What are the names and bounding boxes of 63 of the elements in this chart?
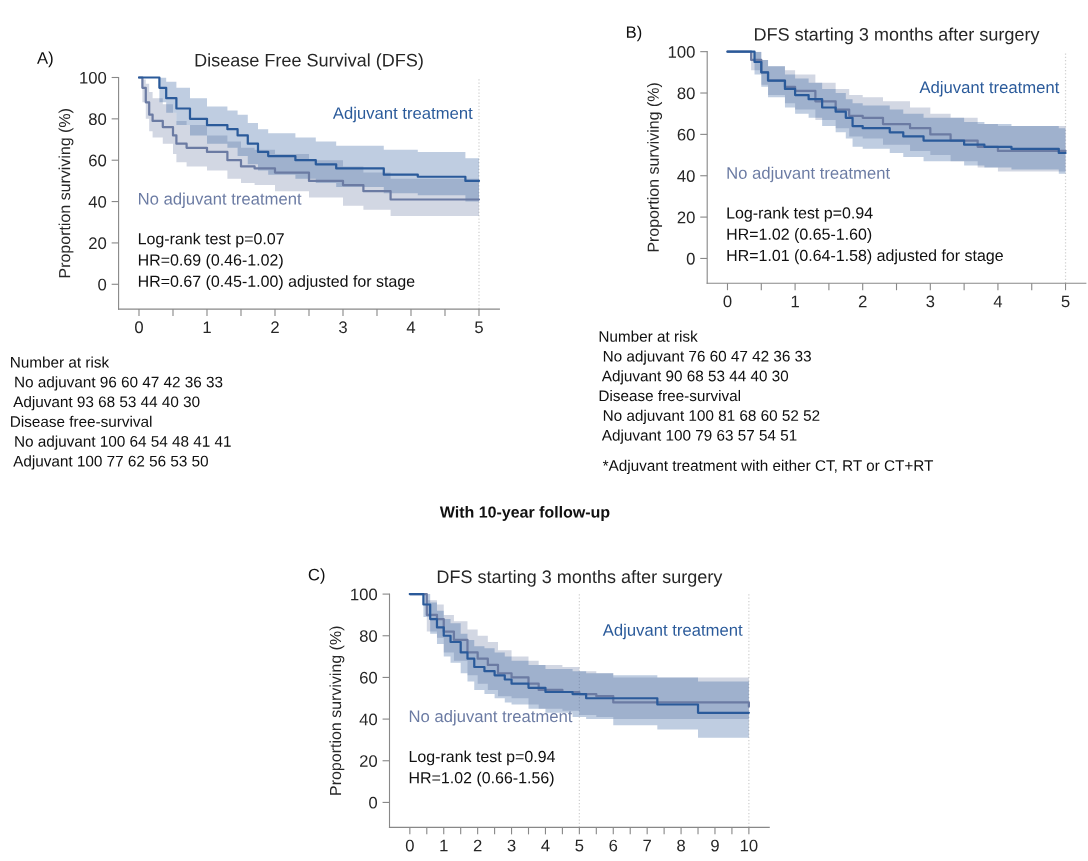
y-axis-title: Proportion surviving (%) [329, 626, 345, 795]
x-tick-label: 10 [740, 839, 758, 852]
y-tick-label: 60 [89, 154, 107, 167]
y-axis-title: Proportion surviving (%) [647, 83, 663, 252]
x-tick-label: 6 [609, 839, 618, 852]
text: A) [37, 51, 53, 68]
x-tick-label: 5 [1061, 295, 1070, 308]
text: Number at risk No adjuvant 76 60 47 42 36 33 Adjuvant 90 68 53 44 40 30 Disease free-survival No adjuvant 100 81 68 60 52 52 Adjuvant 100 79 63 57 54 51 [599, 330, 820, 444]
x-tick-label: 8 [677, 839, 685, 852]
x-tick-label: 9 [711, 839, 719, 852]
x-tick-label: 7 [643, 839, 651, 852]
x-tick-label: 5 [475, 321, 483, 334]
y-tick-label: 60 [677, 128, 695, 141]
x-tick-label: 4 [993, 295, 1003, 308]
y-tick-label: 80 [677, 87, 695, 100]
y-tick-label: 100 [668, 46, 695, 58]
series-label: No adjuvant treatment [139, 192, 302, 209]
y-tick-label: 100 [80, 71, 107, 84]
y-tick-label: 40 [359, 713, 378, 726]
x-tick-label: 4 [541, 839, 550, 852]
x-tick-label: 3 [926, 295, 935, 308]
x-tick-label: 2 [473, 839, 482, 852]
annotation: Log-rank test p=0.07 HR=0.69 (0.46-1.02) HR=0.67 (0.45-1.00) adjusted for stage [138, 232, 415, 291]
y-tick-label: 80 [88, 113, 107, 126]
text: B) [626, 25, 642, 42]
x-tick-label: 0 [405, 839, 414, 852]
text: Adjuvant treatment [332, 106, 473, 123]
annotation: Log-rank test p=0.94 HR=1.02 (0.65-1.60) HR=1.01 (0.64-1.58) adjusted for stage [727, 206, 1003, 265]
series-label: No adjuvant treatment [409, 709, 573, 726]
y-tick-label: 0 [98, 278, 107, 291]
y-tick-label: 40 [677, 170, 695, 182]
x-tick-label: 4 [406, 321, 416, 333]
y-tick-label: 100 [351, 588, 378, 601]
text: *Adjuvant treatment with either CT, RT or CT+RT [602, 459, 934, 475]
y-tick-label: 60 [360, 671, 378, 684]
y-tick-label: 40 [88, 195, 107, 208]
text: Adjuvant treatment [919, 80, 1060, 97]
x-tick-label: 1 [440, 839, 448, 852]
text: Number at risk No adjuvant 96 60 47 42 36 33 Adjuvant 93 68 53 44 40 30 Disease free-survival No adjuvant 100 64 54 48 41 41 Adjuvant 100 77 62 56 53 50 [11, 356, 231, 470]
y-tick-label: 0 [369, 796, 378, 809]
y-tick-label: 20 [89, 237, 107, 250]
chart-title: Disease Free Survival (DFS) [195, 53, 423, 71]
x-tick-label: 3 [507, 839, 516, 852]
text: No adjuvant treatment [727, 166, 890, 183]
y-tick-label: 0 [686, 252, 695, 265]
y-tick-label: 20 [677, 211, 695, 224]
x-tick-label: 2 [271, 321, 279, 333]
annotation: Log-rank test p=0.94 HR=1.02 (0.66-1.56) [409, 750, 555, 787]
chart-title: DFS starting 3 months after surgery [437, 569, 723, 587]
x-tick-label: 1 [791, 295, 799, 308]
chart-title: DFS starting 3 months after surgery [755, 27, 1040, 45]
y-tick-label: 80 [359, 630, 378, 642]
chart-subtitle: With 10-year follow-up [439, 506, 610, 521]
x-tick-label: 0 [135, 321, 143, 334]
y-axis-title: Proportion surviving (%) [58, 109, 74, 278]
text: C) [308, 568, 325, 584]
x-tick-label: 2 [858, 295, 867, 308]
text: Adjuvant treatment [602, 623, 743, 640]
x-tick-label: 1 [203, 321, 211, 333]
x-tick-label: 5 [575, 839, 584, 852]
x-tick-label: 3 [338, 321, 347, 334]
y-tick-label: 20 [360, 755, 378, 767]
x-tick-label: 0 [723, 295, 732, 308]
